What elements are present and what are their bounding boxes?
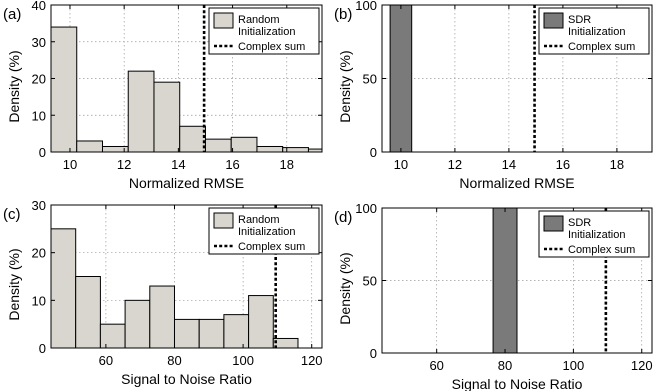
histogram-bar: [174, 319, 199, 348]
y-tick-label: 50: [363, 72, 377, 87]
x-axis-label: Normalized RMSE: [129, 175, 244, 191]
x-tick-label: 14: [502, 157, 516, 172]
histogram-bar: [205, 139, 231, 152]
y-tick-label: 100: [355, 0, 377, 13]
histogram-bar: [76, 277, 101, 349]
y-tick-label: 0: [39, 145, 46, 160]
x-tick-label: 18: [610, 157, 624, 172]
legend-entry-complex-sum: Complex sum: [568, 41, 635, 53]
histogram-bar: [154, 82, 180, 152]
histogram-bar: [273, 338, 298, 348]
histogram-bar: [493, 208, 517, 353]
histogram-bar: [51, 229, 76, 348]
histogram-bar: [77, 141, 103, 152]
panel-label: (b): [334, 6, 352, 23]
panel-label: (d): [334, 209, 352, 226]
x-tick-label: 16: [556, 157, 570, 172]
y-tick-label: 0: [370, 145, 377, 160]
legend-swatch: [544, 216, 563, 231]
chart-panel-a: 10 12 14 16 18 0 10 20 30 40 Normalized RMSE Densit…: [3, 0, 322, 191]
panel-label: (a): [3, 6, 21, 23]
x-tick-label: 14: [171, 157, 185, 172]
x-tick-label: 12: [448, 157, 462, 172]
y-tick-label: 40: [32, 0, 46, 13]
x-tick-label: 12: [117, 157, 131, 172]
x-tick-label: 60: [429, 358, 443, 373]
y-tick-label: 20: [32, 246, 46, 261]
y-tick-label: 0: [370, 346, 377, 361]
x-tick-label: 18: [280, 157, 294, 172]
x-tick-label: 10: [63, 157, 77, 172]
x-tick-label: 100: [232, 353, 254, 368]
chart-panel-b: 10 12 14 16 18 0 50 100 Normalized RMSE Density (…: [334, 0, 652, 191]
y-tick-label: 30: [32, 198, 46, 213]
y-axis-label: Density (%): [337, 50, 353, 122]
chart-panel-c: 60 80 100 120 0 10 20 30 Signal to Noise Ratio De…: [3, 198, 323, 387]
histogram-bar: [199, 319, 224, 348]
histogram-bar: [390, 5, 412, 152]
x-tick-label: 16: [225, 157, 239, 172]
panel-label: (c): [3, 206, 21, 223]
y-tick-label: 10: [32, 293, 46, 308]
x-axis-label: Normalized RMSE: [459, 175, 574, 191]
y-tick-label: 10: [32, 108, 46, 123]
legend-swatch: [214, 13, 233, 28]
histogram-bar: [224, 315, 249, 348]
histogram-bar: [180, 126, 206, 152]
y-axis-label: Density (%): [6, 50, 22, 122]
y-tick-label: 0: [39, 341, 46, 356]
histogram-bar: [125, 300, 150, 348]
histogram-bar: [150, 286, 175, 348]
histogram-bar: [249, 296, 274, 348]
histogram-bar: [51, 27, 77, 152]
x-tick-label: 10: [394, 157, 408, 172]
x-tick-label: 120: [301, 353, 323, 368]
legend-swatch: [544, 13, 563, 28]
x-tick-label: 80: [498, 358, 512, 373]
x-tick-label: 60: [99, 353, 113, 368]
x-tick-label: 80: [167, 353, 181, 368]
y-tick-label: 30: [32, 35, 46, 50]
y-tick-label: 20: [32, 72, 46, 87]
y-axis-label: Density (%): [6, 248, 22, 320]
y-tick-label: 100: [355, 201, 377, 216]
histogram-bar: [257, 146, 283, 152]
x-tick-label: 120: [631, 358, 653, 373]
histogram-bar: [231, 137, 257, 152]
x-axis-label: Signal to Noise Ratio: [452, 376, 583, 391]
y-tick-label: 50: [363, 274, 377, 289]
legend-entry-complex-sum: Complex sum: [238, 241, 305, 253]
histogram-bar: [128, 71, 154, 152]
legend-entry-complex-sum: Complex sum: [238, 41, 305, 53]
y-axis-label: Density (%): [337, 252, 353, 324]
legend-entry-complex-sum: Complex sum: [568, 244, 635, 256]
chart-panel-d: 60 80 100 120 0 50 100 Signal to Noise Ratio Den…: [334, 201, 653, 391]
x-axis-label: Signal to Noise Ratio: [121, 371, 252, 387]
legend-swatch: [214, 213, 233, 228]
x-tick-label: 100: [563, 358, 585, 373]
histogram-bar: [100, 324, 125, 348]
